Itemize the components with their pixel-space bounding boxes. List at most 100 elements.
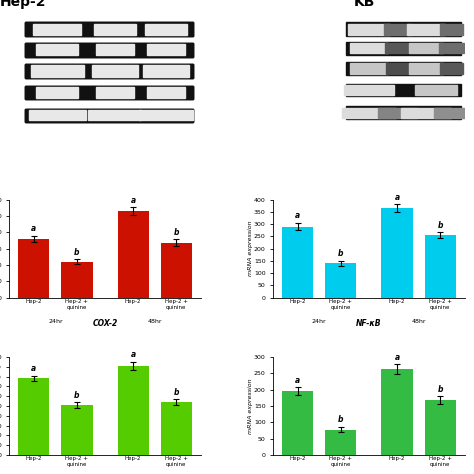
Text: a: a <box>394 353 400 362</box>
Bar <box>33 24 81 35</box>
Bar <box>62 262 92 298</box>
Bar <box>118 366 149 455</box>
Bar <box>378 108 417 118</box>
Text: GADPH: GADPH <box>275 108 302 117</box>
Text: a: a <box>131 350 136 359</box>
Text: a: a <box>31 224 36 233</box>
Text: b: b <box>338 249 344 258</box>
Bar <box>342 108 396 118</box>
Bar <box>25 43 193 56</box>
Bar <box>147 44 185 55</box>
Bar <box>36 44 78 55</box>
Text: b: b <box>74 248 80 257</box>
Bar <box>409 43 444 54</box>
Bar <box>346 22 461 36</box>
Bar <box>36 87 78 98</box>
Bar <box>28 110 86 120</box>
Text: a: a <box>295 211 300 220</box>
Bar <box>415 85 457 95</box>
Bar <box>346 83 461 96</box>
Text: b: b <box>74 391 80 400</box>
Bar <box>382 208 412 298</box>
Text: b: b <box>438 385 443 394</box>
Bar <box>346 106 461 119</box>
Text: NF-κB: NF-κB <box>275 25 298 34</box>
Text: 48hr: 48hr <box>411 319 426 324</box>
Text: iNOS: iNOS <box>275 64 294 73</box>
Bar <box>25 43 193 56</box>
Bar <box>25 64 193 78</box>
Text: b: b <box>438 221 443 230</box>
Bar <box>401 108 451 118</box>
Text: 48hr: 48hr <box>147 319 162 324</box>
Text: 24hr: 24hr <box>312 319 327 324</box>
Bar <box>30 65 84 77</box>
Bar <box>407 24 446 35</box>
Bar <box>25 109 193 121</box>
Bar <box>348 24 390 35</box>
Bar <box>346 62 461 75</box>
Bar <box>425 400 456 455</box>
Bar <box>409 64 444 73</box>
Bar <box>440 64 463 73</box>
Bar <box>25 109 193 121</box>
Bar <box>344 85 394 95</box>
Bar <box>439 43 464 54</box>
Bar <box>161 243 192 298</box>
Bar <box>25 22 193 36</box>
Bar <box>25 86 193 99</box>
Bar <box>139 110 193 120</box>
Text: b: b <box>173 388 179 397</box>
Text: a: a <box>31 364 36 373</box>
Bar <box>350 64 388 73</box>
Bar <box>143 65 189 77</box>
Bar <box>382 369 412 455</box>
Bar <box>282 391 313 455</box>
Bar <box>147 87 185 98</box>
Bar <box>346 42 461 55</box>
Bar <box>440 24 463 35</box>
Bar <box>25 86 193 99</box>
Bar <box>434 108 468 118</box>
Bar <box>96 87 134 98</box>
Bar <box>18 378 49 455</box>
Bar <box>88 110 141 120</box>
Text: KB: KB <box>354 0 375 9</box>
Bar <box>350 43 388 54</box>
Bar <box>25 64 193 78</box>
Text: COX-2: COX-2 <box>92 319 118 328</box>
Bar <box>384 24 411 35</box>
Bar <box>385 43 410 54</box>
Bar <box>161 402 192 455</box>
Bar <box>118 211 149 298</box>
Text: 24hr: 24hr <box>48 319 63 324</box>
Text: b: b <box>338 415 344 424</box>
Bar <box>145 24 187 35</box>
Bar <box>425 235 456 298</box>
Y-axis label: mRNA expression: mRNA expression <box>247 378 253 434</box>
Bar <box>25 22 193 36</box>
Y-axis label: mRNA expression: mRNA expression <box>247 221 253 276</box>
Bar <box>386 64 409 73</box>
Bar <box>325 264 356 298</box>
Bar <box>93 24 136 35</box>
Bar <box>25 109 193 121</box>
Bar <box>25 86 193 99</box>
Bar <box>25 64 193 78</box>
Bar <box>25 22 193 36</box>
Text: Hep-2: Hep-2 <box>0 0 46 9</box>
Text: a: a <box>295 376 300 385</box>
Bar <box>25 43 193 56</box>
Bar <box>325 429 356 455</box>
Text: NF-κB: NF-κB <box>356 319 382 328</box>
Bar <box>282 227 313 298</box>
Text: a: a <box>131 196 136 205</box>
Text: IL6: IL6 <box>275 85 287 94</box>
Bar <box>96 44 134 55</box>
Bar <box>91 65 137 77</box>
Text: COX-2: COX-2 <box>275 44 299 53</box>
Bar <box>18 239 49 298</box>
Text: a: a <box>394 193 400 202</box>
Bar <box>62 405 92 455</box>
Text: b: b <box>173 228 179 237</box>
